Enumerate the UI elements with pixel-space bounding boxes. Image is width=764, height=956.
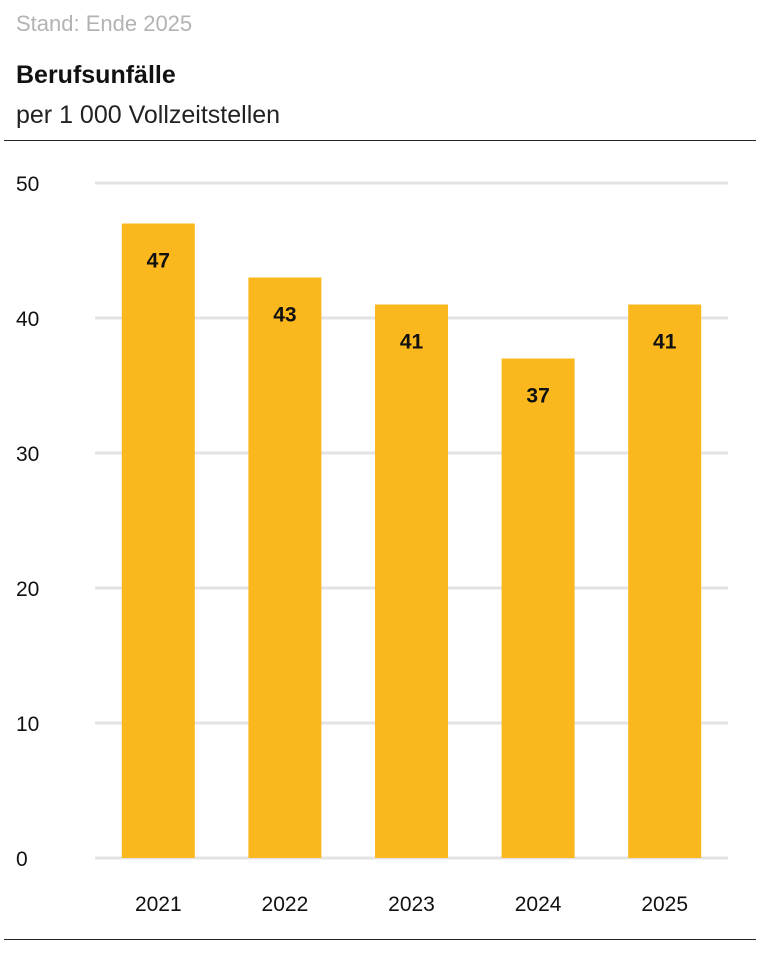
bar-2021	[121, 223, 195, 858]
data-label-2022: 43	[273, 304, 296, 327]
x-tick-label-2023: 2023	[388, 893, 435, 916]
y-tick-label: 40	[16, 308, 39, 331]
y-tick-label: 10	[16, 713, 39, 736]
chart-subtitle: per 1 000 Vollzeitstellen	[16, 101, 281, 129]
x-tick-label-2021: 2021	[135, 893, 182, 916]
stand-date: Stand: Ende 2025	[16, 11, 193, 36]
data-label-2025: 41	[653, 331, 677, 354]
top-divider	[4, 140, 756, 141]
y-tick-label: 30	[16, 443, 39, 466]
y-tick-label: 50	[16, 173, 39, 196]
y-tick-label: 20	[16, 578, 39, 601]
data-labels: 47 43 41 37 41	[147, 250, 677, 408]
y-axis-tick-labels: 0 10 20 30 40 50	[16, 173, 39, 871]
x-tick-label-2022: 2022	[262, 893, 309, 916]
y-tick-label: 0	[16, 848, 28, 871]
data-label-2021: 47	[147, 250, 170, 273]
bar-2024	[501, 358, 575, 858]
bars	[121, 223, 702, 858]
x-tick-label-2025: 2025	[641, 893, 688, 916]
data-label-2023: 41	[400, 331, 424, 354]
chart-title: Berufsunfälle	[16, 61, 176, 89]
x-axis-tick-labels: 2021 2022 2023 2024 2025	[135, 893, 688, 916]
bar-2022	[248, 277, 322, 858]
x-tick-label-2024: 2024	[515, 893, 562, 916]
bar-2025	[628, 304, 702, 858]
bar-2023	[375, 304, 448, 858]
bottom-divider	[4, 939, 756, 940]
data-label-2024: 37	[526, 385, 549, 408]
